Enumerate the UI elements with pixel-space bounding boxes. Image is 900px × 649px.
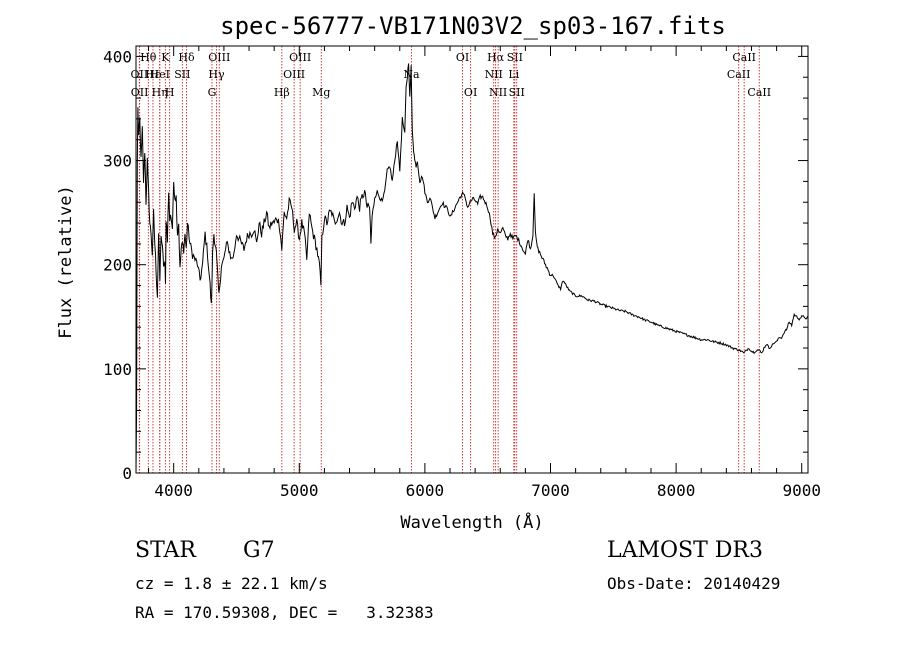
marker-label-20: Hα	[487, 51, 505, 64]
marker-label-21: SII	[507, 51, 523, 64]
ra-dec-coordinates: RA = 170.59308, DEC = 3.32383	[135, 603, 434, 622]
marker-label-5: K	[161, 51, 170, 64]
marker-label-7: SII	[174, 68, 190, 81]
x-tick-label-4: 8000	[657, 481, 696, 500]
x-axis-label: Wavelength (Å)	[400, 511, 543, 533]
marker-label-6: HeI	[150, 68, 170, 81]
marker-label-13: Hβ	[274, 86, 290, 99]
y-tick-label-4: 400	[103, 47, 132, 66]
marker-label-16: Mg	[312, 86, 330, 99]
spectrum-line	[135, 63, 808, 474]
x-tick-label-0: 4000	[154, 481, 193, 500]
redshift-cz: cz = 1.8 ± 22.1 km/s	[135, 574, 328, 593]
marker-label-18: OI	[456, 51, 469, 64]
x-tick-label-1: 5000	[280, 481, 319, 500]
y-tick-label-3: 300	[103, 152, 132, 171]
y-axis-label: Flux (relative)	[56, 185, 76, 339]
object-class: STAR	[135, 538, 196, 563]
y-tick-label-1: 100	[103, 360, 132, 379]
observation-date: Obs-Date: 20140429	[607, 574, 781, 593]
marker-label-8: H	[165, 86, 175, 99]
survey-name: LAMOST DR3	[607, 538, 763, 563]
x-tick-label-3: 7000	[531, 481, 570, 500]
marker-label-25: SII	[509, 86, 525, 99]
marker-label-2: OII	[131, 86, 149, 99]
y-tick-label-0: 0	[122, 464, 132, 483]
object-subclass: G7	[243, 538, 275, 563]
marker-label-3: Hε	[145, 68, 161, 81]
marker-label-19: OI	[464, 86, 477, 99]
marker-label-9: Hδ	[178, 51, 195, 64]
marker-label-12: G	[208, 86, 217, 99]
y-tick-label-2: 200	[103, 256, 132, 275]
y-axis-ticks: 0 100 200 300 400	[103, 47, 808, 483]
marker-label-23: Li	[508, 68, 519, 81]
marker-label-22: NII	[485, 68, 503, 81]
x-axis-ticks: 4000 5000 6000 7000 8000 9000	[148, 46, 821, 500]
plot-frame	[135, 45, 809, 474]
marker-label-28: CaII	[747, 86, 771, 99]
chart-title: spec-56777-VB171N03V2_sp03-167.fits	[220, 12, 726, 40]
x-tick-label-5: 9000	[782, 481, 821, 500]
x-tick-label-2: 6000	[406, 481, 445, 500]
marker-label-27: CaII	[727, 68, 751, 81]
marker-label-11: Hγ	[208, 68, 225, 81]
marker-label-0: Hθ	[140, 51, 157, 64]
marker-label-10: OIII	[208, 51, 230, 64]
marker-label-15: OIII	[283, 68, 305, 81]
marker-label-14: OIII	[289, 51, 311, 64]
marker-label-26: CaII	[732, 51, 756, 64]
marker-label-24: NII	[489, 86, 507, 99]
